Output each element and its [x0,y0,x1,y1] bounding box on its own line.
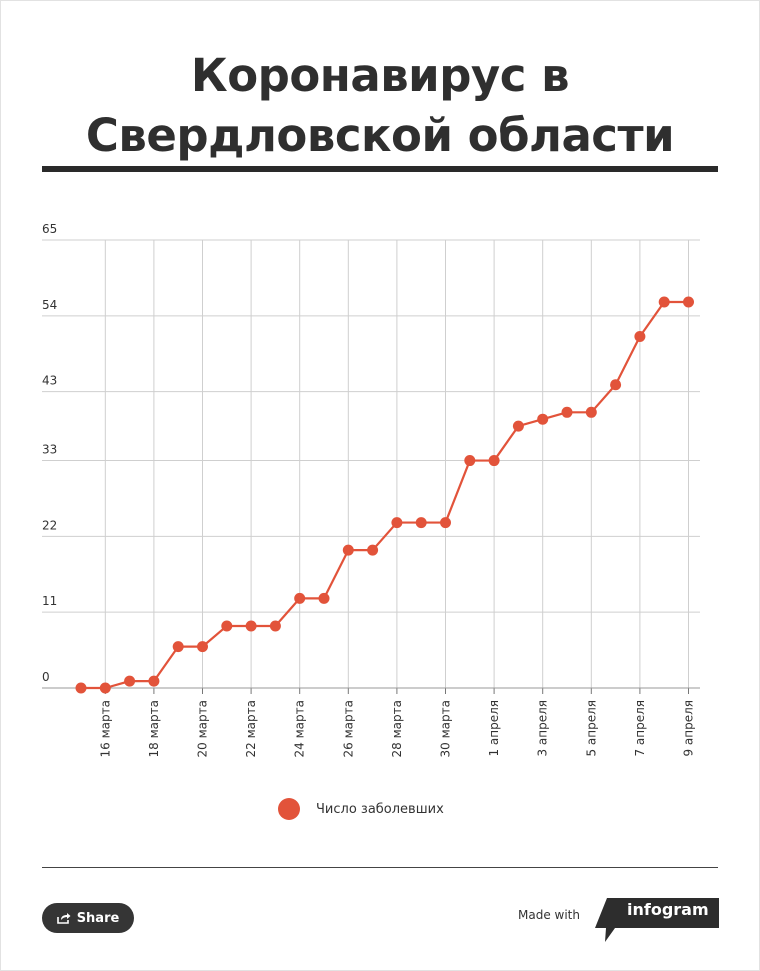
footer-divider [42,867,718,868]
data-point [197,641,208,653]
data-point [124,675,136,687]
title-line-2: Свердловской области [85,109,675,162]
data-point [99,682,111,694]
chart-title: Коронавирус в Свердловской области [40,46,720,166]
data-point [367,544,379,556]
data-point [634,330,646,342]
data-point [585,406,597,418]
share-button[interactable]: Share [42,903,134,933]
data-point [610,379,622,391]
y-tick-label: 22 [42,518,57,532]
share-icon [56,912,71,924]
data-point [221,620,233,632]
x-tick-label: 18 марта [147,700,161,757]
data-point [488,455,500,467]
data-point [318,592,330,604]
title-underline [42,166,718,172]
data-point [415,517,427,529]
y-tick-label: 11 [42,594,57,608]
x-tick-label: 26 марта [341,700,355,757]
title-line-1: Коронавирус в [190,49,570,102]
legend-marker [278,798,300,820]
y-tick-label: 43 [42,374,57,388]
x-tick-label: 9 апреля [682,700,696,757]
series-line [81,300,689,690]
made-with-label: Made with [518,908,580,922]
share-label: Share [76,910,120,926]
x-tick-label: 16 марта [98,700,112,757]
data-point [658,296,670,308]
data-point [683,296,694,308]
data-point [269,620,281,632]
x-tick-label: 24 марта [293,700,307,757]
chart-legend[interactable]: Число заболевших [278,797,444,821]
infogram-logo[interactable]: infogram [595,898,719,944]
data-point [537,413,549,425]
x-tick-label: 7 апреля [633,700,647,757]
y-tick-label: 33 [42,443,57,457]
legend-label: Число заболевших [316,801,444,817]
data-point [464,455,476,467]
data-point [172,641,184,653]
data-point [512,420,524,432]
data-point [75,682,87,694]
data-point [440,517,451,529]
x-tick-label: 1 апреля [487,700,501,757]
data-point [391,517,403,529]
x-tick-label: 5 апреля [584,700,598,757]
y-tick-label: 65 [42,222,57,236]
data-point [561,406,573,418]
data-point [294,592,306,604]
y-tick-label: 0 [42,670,50,684]
x-tick-label: 22 марта [244,700,258,757]
infogram-wordmark: infogram [627,900,709,919]
x-tick-label: 3 апреля [536,700,550,757]
data-point [245,620,257,632]
line-chart: 0 11 22 33 43 54 65 16 марта 18 марта 20 марта 22 … [42,222,700,757]
y-tick-label: 54 [42,298,57,312]
data-point [148,675,160,687]
data-point [342,544,354,556]
x-tick-label: 30 марта [439,700,453,757]
logo-badge-shape [595,898,719,942]
x-tick-label: 28 марта [390,700,404,757]
x-tick-label: 20 марта [196,700,210,757]
